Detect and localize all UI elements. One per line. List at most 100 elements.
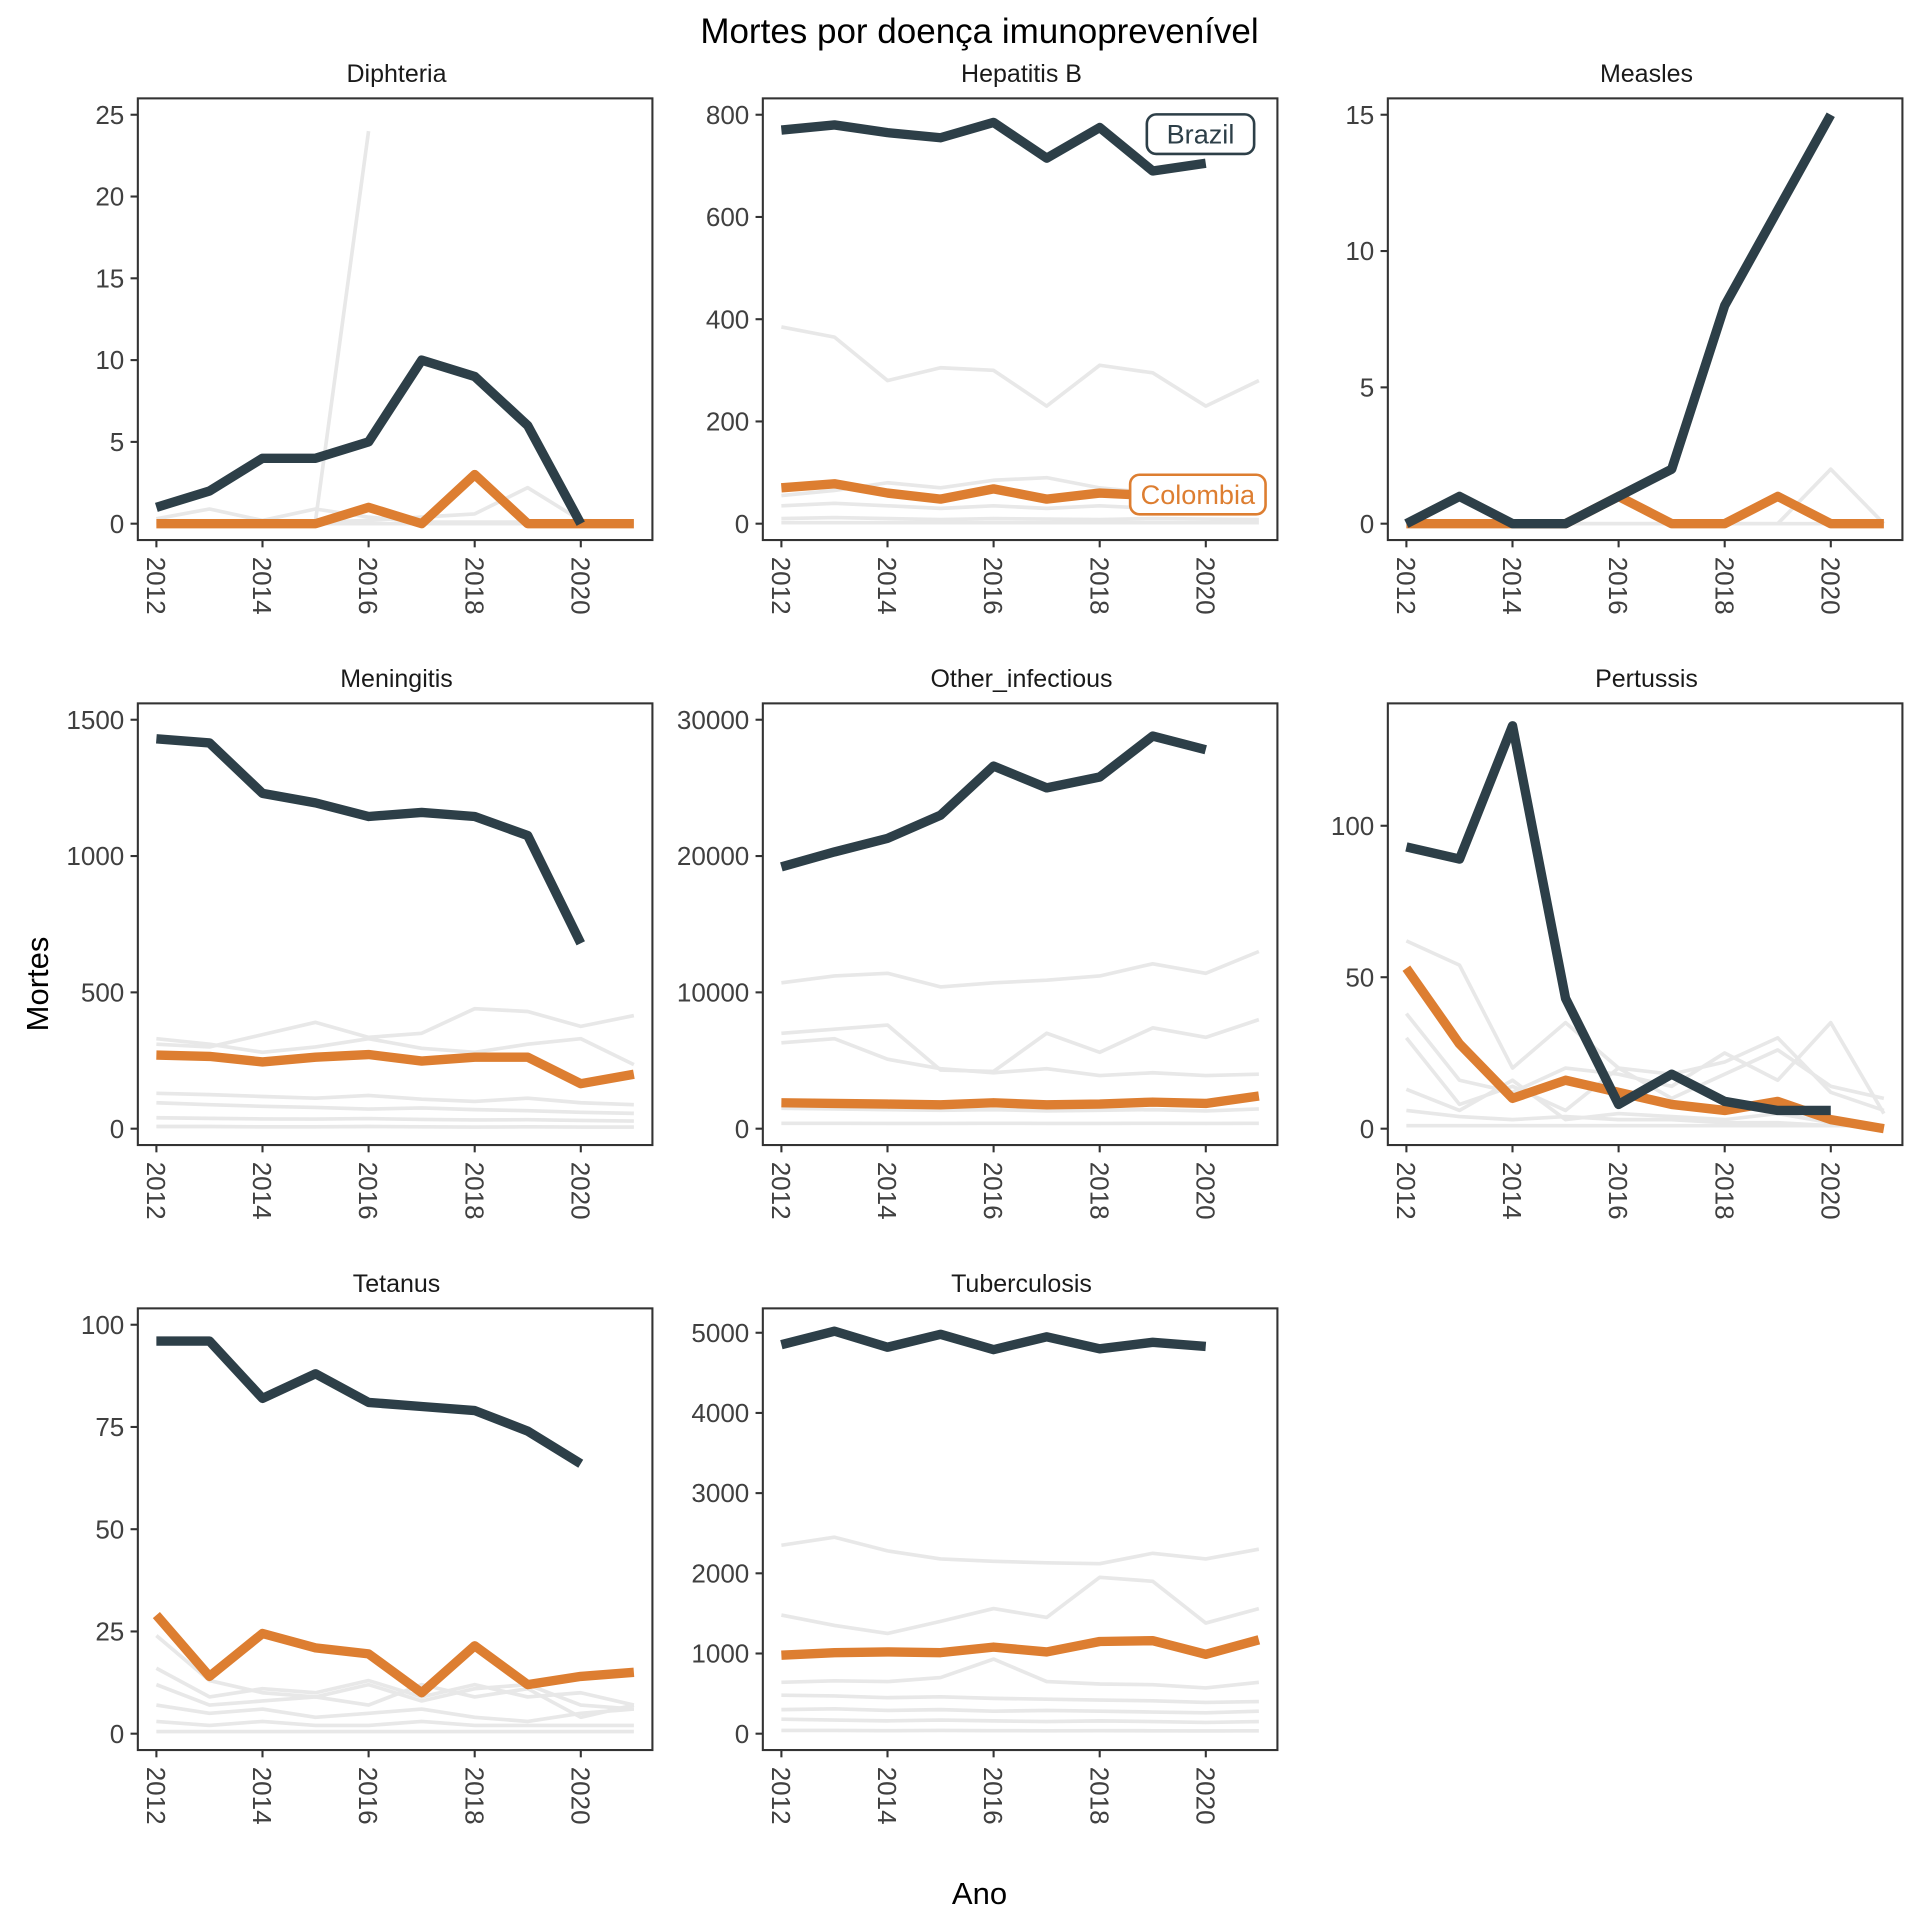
svg-text:0: 0: [1360, 509, 1374, 539]
svg-text:2012: 2012: [1391, 557, 1421, 615]
svg-text:2020: 2020: [1190, 557, 1220, 615]
svg-text:2020: 2020: [1190, 1767, 1220, 1825]
svg-text:20: 20: [95, 182, 124, 212]
svg-text:100: 100: [81, 1310, 124, 1340]
svg-text:0: 0: [735, 1719, 749, 1749]
svg-text:1000: 1000: [66, 841, 124, 871]
svg-text:0: 0: [110, 509, 124, 539]
svg-text:800: 800: [706, 100, 749, 130]
x-axis-label: Ano: [951, 1876, 1008, 1911]
panel-meningitis: Meningitis 0 500 1000 1500 2012 2014 2016 2018 2…: [42, 663, 667, 1268]
panel-other-infectious: Other_infectious 0 10000 20000 30000 2012 201…: [667, 663, 1292, 1268]
svg-text:2016: 2016: [1603, 557, 1633, 615]
svg-text:4000: 4000: [691, 1398, 749, 1428]
svg-text:0: 0: [735, 1114, 749, 1144]
plot-tuberculosis: 0 1000 2000 3000 4000 5000 2012 2014 2016 2018 202…: [691, 1307, 1279, 1825]
figure-title: Mortes por doença imunoprevenível: [700, 12, 1259, 51]
svg-text:2014: 2014: [247, 1162, 277, 1220]
svg-text:2012: 2012: [766, 557, 796, 615]
svg-text:75: 75: [95, 1412, 124, 1442]
svg-text:50: 50: [1345, 962, 1374, 992]
panel-pertussis: Pertussis 0 50 100 2012 2014 2016 2018 2020: [1292, 663, 1917, 1268]
svg-text:2018: 2018: [459, 557, 489, 615]
panel-title-diphteria: Diphteria: [346, 60, 447, 88]
svg-text:2020: 2020: [565, 1162, 595, 1220]
svg-text:2020: 2020: [1815, 557, 1845, 615]
svg-text:500: 500: [81, 977, 124, 1007]
svg-text:2018: 2018: [1709, 1162, 1739, 1220]
panel-tuberculosis: Tuberculosis 0 1000 2000 3000 4000 5000 2012 20…: [667, 1268, 1292, 1873]
svg-text:2016: 2016: [978, 1162, 1008, 1220]
svg-text:2014: 2014: [872, 1767, 902, 1825]
svg-text:2000: 2000: [691, 1558, 749, 1588]
svg-text:30000: 30000: [677, 705, 749, 735]
svg-text:25: 25: [95, 1617, 124, 1647]
svg-text:Colombia: Colombia: [1141, 479, 1256, 510]
svg-text:5: 5: [110, 427, 124, 457]
svg-text:0: 0: [110, 1114, 124, 1144]
svg-text:10: 10: [1345, 236, 1374, 266]
svg-text:1500: 1500: [66, 705, 124, 735]
plot-tetanus: 0 25 50 75 100 2012 2014 2016 2018 2020: [81, 1307, 654, 1825]
svg-text:15: 15: [95, 263, 124, 293]
svg-text:2016: 2016: [1603, 1162, 1633, 1220]
svg-text:2014: 2014: [872, 1162, 902, 1220]
svg-text:2016: 2016: [978, 1767, 1008, 1825]
svg-text:10: 10: [95, 345, 124, 375]
plot-other-infectious: 0 10000 20000 30000 2012 2014 2016 2018 2020: [677, 702, 1279, 1220]
svg-text:0: 0: [1360, 1114, 1374, 1144]
svg-text:1000: 1000: [691, 1639, 749, 1669]
svg-text:2018: 2018: [1084, 557, 1114, 615]
svg-text:2014: 2014: [247, 1767, 277, 1825]
svg-text:2016: 2016: [353, 1162, 383, 1220]
panel-title-pertussis: Pertussis: [1595, 665, 1698, 693]
svg-text:10000: 10000: [677, 977, 749, 1007]
svg-text:20000: 20000: [677, 841, 749, 871]
svg-text:2020: 2020: [1190, 1162, 1220, 1220]
svg-text:2020: 2020: [565, 1767, 595, 1825]
plot-diphteria: 0 5 10 15 20 25 2012 2014 2016 2018 2020: [95, 97, 654, 615]
svg-text:2012: 2012: [141, 557, 171, 615]
svg-text:2020: 2020: [1815, 1162, 1845, 1220]
svg-text:200: 200: [706, 407, 749, 437]
svg-text:0: 0: [735, 509, 749, 539]
panel-title-tetanus: Tetanus: [352, 1270, 441, 1298]
panel-hepatitis-b: Hepatitis B 0 200 400 600 800 2012 2014 2016 201…: [667, 58, 1292, 663]
panel-tetanus: Tetanus 0 25 50 75 100 2012 2014 2016 2018 2020: [42, 1268, 667, 1873]
panel-empty: [1292, 1268, 1917, 1873]
plot-measles: 0 5 10 15 2012 2014 2016 2018 2020: [1345, 97, 1904, 615]
facet-grid: Diphteria 0 5 10 15 20 25 2012 2014 2016 2018 2020…: [42, 58, 1917, 1873]
svg-text:2018: 2018: [459, 1767, 489, 1825]
svg-text:50: 50: [95, 1514, 124, 1544]
svg-text:2018: 2018: [459, 1162, 489, 1220]
svg-text:2012: 2012: [1391, 1162, 1421, 1220]
svg-text:5000: 5000: [691, 1318, 749, 1348]
panel-title-measles: Measles: [1599, 60, 1694, 88]
svg-text:3000: 3000: [691, 1478, 749, 1508]
svg-text:2016: 2016: [353, 1767, 383, 1825]
svg-text:2016: 2016: [978, 557, 1008, 615]
svg-text:100: 100: [1331, 811, 1374, 841]
svg-text:2014: 2014: [247, 557, 277, 615]
svg-text:2012: 2012: [766, 1767, 796, 1825]
plot-pertussis: 0 50 100 2012 2014 2016 2018 2020: [1331, 702, 1904, 1220]
svg-text:2012: 2012: [766, 1162, 796, 1220]
svg-text:2018: 2018: [1709, 557, 1739, 615]
svg-text:2018: 2018: [1084, 1767, 1114, 1825]
svg-text:Brazil: Brazil: [1167, 119, 1235, 150]
panel-diphteria: Diphteria 0 5 10 15 20 25 2012 2014 2016 2018 2020: [42, 58, 667, 663]
svg-text:400: 400: [706, 304, 749, 334]
svg-text:2018: 2018: [1084, 1162, 1114, 1220]
svg-text:25: 25: [95, 100, 124, 130]
svg-text:2014: 2014: [872, 557, 902, 615]
svg-text:2012: 2012: [141, 1767, 171, 1825]
plot-meningitis: 0 500 1000 1500 2012 2014 2016 2018 2020: [66, 702, 654, 1220]
svg-text:2020: 2020: [565, 557, 595, 615]
panel-title-other-infectious: Other_infectious: [930, 665, 1113, 693]
svg-text:2012: 2012: [141, 1162, 171, 1220]
svg-text:15: 15: [1345, 100, 1374, 130]
panel-measles: Measles 0 5 10 15 2012 2014 2016 2018 2020: [1292, 58, 1917, 663]
panel-title-meningitis: Meningitis: [340, 665, 453, 693]
svg-text:2016: 2016: [353, 557, 383, 615]
